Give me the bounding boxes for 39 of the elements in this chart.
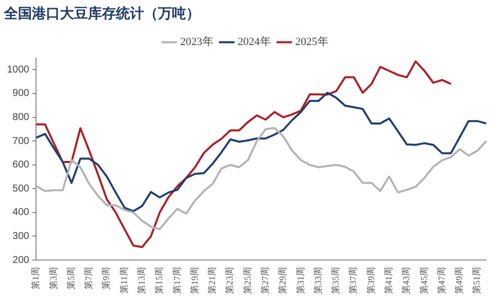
legend-label: 2025年 <box>295 36 328 48</box>
x-tick-label: 第1周 <box>30 267 41 290</box>
x-tick-label: 第13周 <box>136 267 146 294</box>
y-tick-label: 700 <box>12 136 30 147</box>
x-tick-label: 第45周 <box>418 267 429 294</box>
x-tick-label: 第35周 <box>330 267 341 294</box>
x-tick-label: 第9周 <box>101 267 112 290</box>
x-tick-label: 第31周 <box>295 267 306 294</box>
x-tick-label: 第19周 <box>189 267 200 294</box>
x-tick-label: 第25周 <box>242 267 252 294</box>
x-tick-label: 第3周 <box>48 267 58 290</box>
x-tick-label: 第37周 <box>348 267 358 294</box>
x-tick-label: 第17周 <box>172 267 182 294</box>
legend-label: 2023年 <box>180 36 214 48</box>
x-tick-label: 第23周 <box>224 267 235 294</box>
y-tick-label: 600 <box>12 160 30 171</box>
x-tick-label: 第21周 <box>207 267 218 294</box>
x-tick-label: 第33周 <box>312 267 323 294</box>
y-tick-label: 300 <box>12 230 30 242</box>
x-tick-label: 第49周 <box>454 267 464 294</box>
y-tick-label: 800 <box>12 112 30 124</box>
x-tick-label: 第43周 <box>401 267 412 294</box>
x-tick-label: 第47周 <box>436 267 446 294</box>
y-tick-label: 900 <box>12 88 30 100</box>
x-tick-label: 第27周 <box>260 267 270 294</box>
x-tick-label: 第11周 <box>118 267 129 294</box>
y-tick-label: 400 <box>12 207 30 218</box>
y-tick-label: 1000 <box>6 64 30 76</box>
x-tick-label: 第29周 <box>278 267 288 294</box>
x-tick-label: 第51周 <box>472 267 482 294</box>
y-tick-label: 500 <box>12 183 30 194</box>
x-tick-label: 第41周 <box>384 267 394 294</box>
y-tick-label: 200 <box>12 254 30 266</box>
x-tick-label: 第5周 <box>66 267 76 290</box>
x-tick-label: 第15周 <box>154 267 164 294</box>
legend-label: 2024年 <box>238 36 271 48</box>
x-tick-label: 第7周 <box>84 267 94 290</box>
x-tick-label: 第39周 <box>366 267 376 294</box>
chart-title: 全国港口大豆库存统计（万吨） <box>3 5 200 22</box>
